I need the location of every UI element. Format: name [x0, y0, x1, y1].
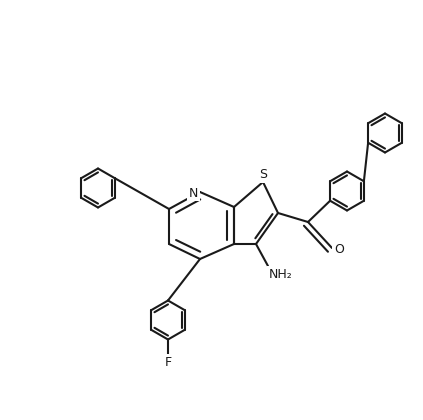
Text: S: S [259, 168, 267, 181]
Text: F: F [165, 355, 172, 368]
Text: NH₂: NH₂ [269, 268, 293, 281]
Text: O: O [334, 242, 344, 255]
Text: N: N [189, 186, 198, 199]
